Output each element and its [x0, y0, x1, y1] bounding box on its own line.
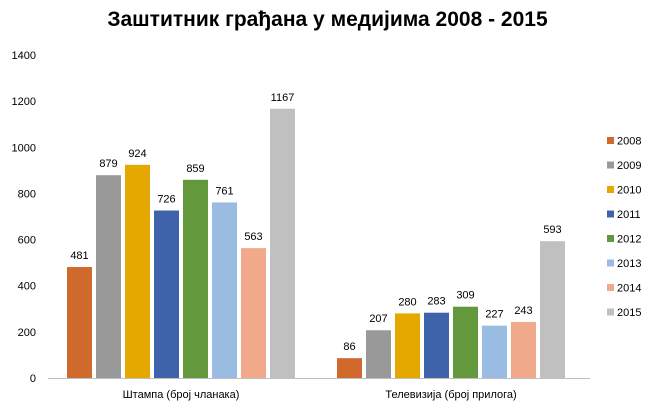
legend-label: 2008 — [617, 136, 641, 148]
bar-2012-tv — [453, 306, 478, 378]
data-label: 227 — [485, 309, 503, 321]
legend-label: 2010 — [617, 185, 641, 197]
bar-2010-tv — [395, 313, 420, 378]
y-tick-label: 800 — [18, 188, 36, 200]
chart-title: Заштитник грађана у медијима 2008 - 2015 — [107, 8, 548, 31]
category-label: Телевизија (број прилога) — [385, 389, 516, 401]
legend-label: 2009 — [617, 160, 641, 172]
legend-swatch-2015 — [607, 308, 614, 316]
legend-swatch-2013 — [607, 259, 614, 267]
y-tick-label: 400 — [18, 281, 36, 293]
bar-2011-print — [154, 210, 179, 378]
legend-swatch-2014 — [607, 284, 614, 291]
data-label: 761 — [215, 185, 233, 197]
bar-2014-tv — [511, 321, 536, 378]
legend-swatch-2008 — [607, 137, 614, 144]
data-label: 283 — [427, 296, 445, 308]
data-label: 726 — [157, 194, 175, 206]
y-tick-label: 600 — [18, 235, 36, 247]
bar-2012-print — [183, 179, 208, 378]
data-label: 243 — [514, 305, 532, 317]
data-label: 309 — [456, 290, 474, 302]
legend-label: 2011 — [617, 209, 641, 221]
bar-2009-tv — [366, 330, 391, 378]
legend-swatch-2012 — [607, 235, 614, 242]
bar-2013-print — [212, 202, 237, 378]
bar-2008-tv — [337, 358, 362, 378]
data-label: 593 — [543, 224, 561, 236]
data-label: 481 — [70, 250, 88, 262]
bar-2008-print — [67, 267, 92, 378]
y-tick-label: 1400 — [12, 50, 36, 62]
data-label: 207 — [369, 313, 387, 325]
bar-2014-print — [241, 248, 266, 378]
legend-swatch-2010 — [607, 186, 614, 193]
y-tick-label: 200 — [18, 327, 36, 339]
data-label: 879 — [99, 158, 117, 170]
category-label: Штампа (број чланака) — [123, 389, 240, 401]
data-label: 563 — [244, 231, 262, 243]
data-label: 1167 — [271, 92, 295, 104]
bar-2013-tv — [482, 325, 507, 378]
y-tick-label: 0 — [30, 373, 36, 385]
bar-2011-tv — [424, 312, 449, 378]
legend-label: 2012 — [617, 234, 641, 246]
bar-2010-print — [125, 164, 150, 378]
legend-label: 2013 — [617, 258, 641, 270]
legend-swatch-2009 — [607, 161, 614, 169]
legend-swatch-2011 — [607, 210, 614, 218]
y-tick-label: 1200 — [12, 96, 36, 108]
bar-2015-print — [270, 108, 295, 378]
data-label: 859 — [186, 163, 204, 175]
bar-2009-print — [96, 175, 121, 378]
data-label: 86 — [343, 341, 355, 353]
bar-2015-tv — [540, 241, 565, 378]
data-label: 280 — [398, 296, 416, 308]
legend-label: 2014 — [617, 283, 641, 295]
y-tick-label: 1000 — [12, 142, 36, 154]
legend-label: 2015 — [617, 307, 641, 319]
data-label: 924 — [128, 148, 146, 160]
